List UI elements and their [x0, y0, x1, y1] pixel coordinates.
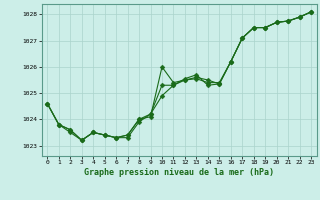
X-axis label: Graphe pression niveau de la mer (hPa): Graphe pression niveau de la mer (hPa): [84, 168, 274, 177]
